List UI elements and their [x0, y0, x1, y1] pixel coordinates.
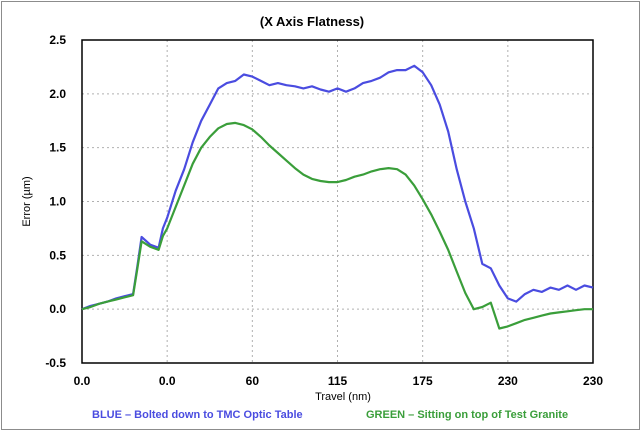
legend-blue: BLUE – Bolted down to TMC Optic Table	[92, 409, 303, 421]
series-line-blue	[81, 64, 594, 311]
legend-green: GREEN – Sitting on top of Test Granite	[366, 409, 568, 421]
x-tick-label: 0.0	[74, 374, 91, 388]
y-tick-label: 0.5	[49, 248, 66, 262]
plot-area-frame	[81, 39, 594, 364]
y-tick-label: -0.5	[45, 356, 66, 370]
y-tick-label: 1.5	[49, 141, 66, 155]
x-axis-label: Travel (nm)	[315, 391, 371, 403]
y-axis-label: Error (µm)	[21, 176, 33, 226]
series-layer	[81, 64, 594, 330]
x-tick-label: 60	[246, 374, 260, 388]
y-axis-ticks: -0.5 0.0 0.5 1.0 1.5 2.0 2.5	[45, 33, 66, 370]
y-tick-label: 2.0	[49, 87, 66, 101]
x-tick-label: 230	[583, 374, 603, 388]
x-tick-label: 115	[328, 374, 348, 388]
series-line-green	[81, 121, 593, 330]
y-tick-label: 0.0	[49, 302, 66, 316]
x-tick-label: 230	[498, 374, 518, 388]
x-tick-label: 0.0	[159, 374, 176, 388]
y-tick-label: 2.5	[49, 33, 66, 47]
x-tick-label: 175	[413, 374, 433, 388]
y-tick-label: 1.0	[49, 195, 66, 209]
x-axis-ticks: 0.0 0.0 60 115 175 230 230	[74, 374, 604, 388]
chart-title: (X Axis Flatness)	[260, 14, 364, 29]
